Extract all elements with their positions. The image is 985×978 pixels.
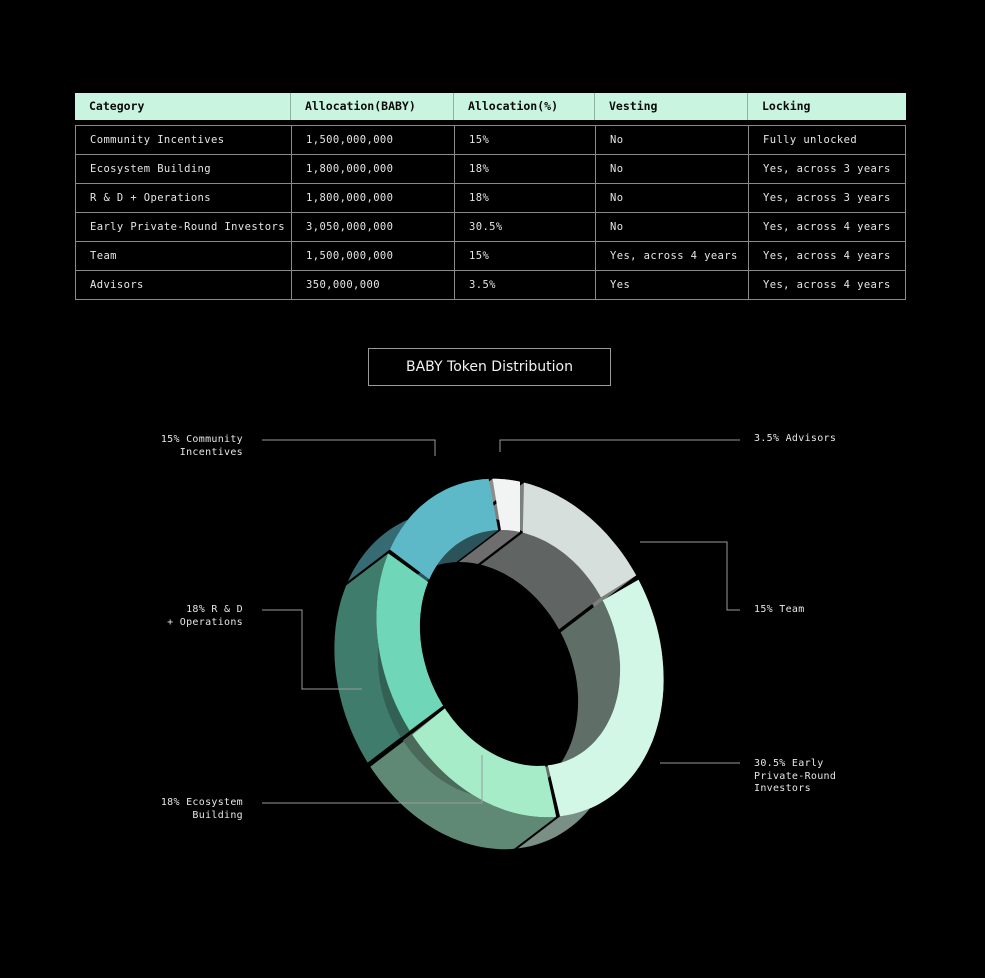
cell-allocation: 1,500,000,000 (292, 242, 455, 270)
table-header: Category Allocation(BABY) Allocation(%) … (75, 93, 906, 120)
cell-percent: 18% (455, 155, 596, 183)
table-row: Early Private-Round Investors 3,050,000,… (76, 213, 905, 242)
slice-team (522, 482, 637, 598)
leader-line-r-d-operations (262, 609, 362, 690)
chart-title: BABY Token Distribution (368, 348, 611, 386)
cell-category: Community Incentives (76, 126, 292, 154)
header-allocation-percent: Allocation(%) (454, 93, 595, 120)
slice-community-incentives (389, 478, 499, 580)
slice-inner-team (480, 532, 601, 630)
slice-label-line: 18% R & D (186, 604, 243, 615)
table-row: Advisors 350,000,000 3.5% Yes Yes, acros… (76, 271, 905, 300)
header-category: Category (75, 93, 291, 120)
slice-label-line: 3.5% Advisors (754, 433, 837, 444)
cell-percent: 15% (455, 126, 596, 154)
cell-locking: Yes, across 4 years (763, 221, 891, 233)
table-row: Community Incentives 1,500,000,000 15% N… (76, 126, 905, 155)
cell-locking: Yes, across 4 years (763, 250, 891, 262)
cell-locking: Yes, across 3 years (763, 192, 891, 204)
leader-line-advisors (499, 439, 740, 452)
cell-percent: 30.5% (455, 213, 596, 241)
slice-label-line: 30.5% Early (754, 758, 824, 769)
cell-percent: 18% (455, 184, 596, 212)
slice-inner-advisors (458, 530, 520, 564)
cell-category: Early Private-Round Investors (76, 213, 292, 241)
slice-label-line: 15% Community (160, 434, 243, 445)
header-vesting: Vesting (595, 93, 748, 120)
slice-inner-community-incentives (387, 530, 499, 612)
cell-percent: 15% (455, 242, 596, 270)
slice-label-line: Incentives (179, 446, 243, 458)
cell-allocation: 350,000,000 (292, 271, 455, 299)
leader-line-community-incentives (262, 439, 436, 456)
slice-label-early-private-round-investors: 30.5% Early Private-Round Investors (754, 758, 874, 796)
cell-category: Advisors (76, 271, 292, 299)
cell-locking: Yes, across 3 years (763, 163, 891, 175)
slice-label-line: Private-Round (754, 770, 837, 782)
slice-label-line: Building (192, 809, 243, 821)
slice-advisors (492, 478, 520, 532)
cell-allocation: 1,800,000,000 (292, 184, 455, 212)
slice-ecosystem-building (412, 708, 557, 818)
cell-allocation: 1,800,000,000 (292, 155, 455, 183)
cell-vesting: Yes (596, 271, 749, 299)
slice-label-line: + Operations (167, 616, 243, 628)
cell-vesting: No (596, 213, 749, 241)
slice-label-line: Investors (754, 783, 811, 794)
cell-vesting: Yes, across 4 years (596, 242, 749, 270)
cell-vesting: No (596, 126, 749, 154)
slice-label-r-d-operations: 18% R & D + Operations (135, 604, 243, 629)
slice-side-ecosystem-building (370, 734, 557, 850)
slice-r-d-operations (376, 553, 444, 731)
cell-category: Ecosystem Building (76, 155, 292, 183)
table-row: Team 1,500,000,000 15% Yes, across 4 yea… (76, 242, 905, 271)
slice-inner-early-private-round-investors (505, 600, 621, 798)
allocation-table: Category Allocation(BABY) Allocation(%) … (75, 93, 906, 300)
leader-line-ecosystem-building (262, 755, 483, 804)
cell-allocation: 1,500,000,000 (292, 126, 455, 154)
cell-vesting: No (596, 184, 749, 212)
table-row: R & D + Operations 1,800,000,000 18% No … (76, 184, 905, 213)
table-row: Ecosystem Building 1,800,000,000 18% No … (76, 155, 905, 184)
table-body: Community Incentives 1,500,000,000 15% N… (75, 125, 906, 300)
donut-chart (262, 439, 740, 850)
cell-category: R & D + Operations (76, 184, 292, 212)
cell-vesting: No (596, 155, 749, 183)
cell-allocation: 3,050,000,000 (292, 213, 455, 241)
cell-percent: 3.5% (455, 271, 596, 299)
slice-label-team: 15% Team (754, 604, 874, 617)
slice-label-community-incentives: 15% Community Incentives (135, 434, 243, 459)
slice-label-ecosystem-building: 18% Ecosystem Building (135, 797, 243, 822)
cell-locking: Fully unlocked (763, 134, 858, 146)
cell-locking: Yes, across 4 years (763, 279, 891, 291)
slice-label-advisors: 3.5% Advisors (754, 433, 874, 446)
leader-line-team (640, 541, 740, 611)
slice-label-line: 18% Ecosystem (160, 797, 243, 808)
slice-label-line: 15% Team (754, 604, 805, 615)
cell-category: Team (76, 242, 292, 270)
slice-early-private-round-investors (547, 579, 664, 817)
header-locking: Locking (762, 99, 811, 113)
header-allocation-baby: Allocation(BABY) (291, 93, 454, 120)
